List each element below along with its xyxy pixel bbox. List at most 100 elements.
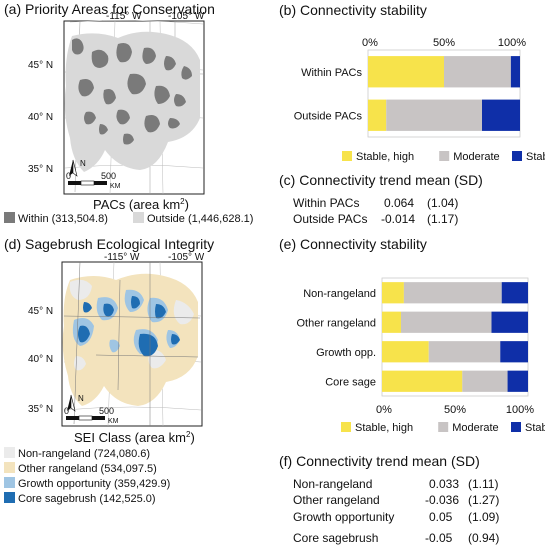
svg-text:0: 0 [64,406,69,416]
svg-text:0: 0 [66,171,71,181]
trend-row-mean: 0.05 [429,510,453,524]
legend-label: Stable, high [355,422,413,434]
legend-label: Moderate [452,422,498,434]
trend-row-label: Core sagebrush [293,531,378,545]
x-tick-label: 50% [433,37,455,49]
category-label: Other rangeland [297,317,377,329]
chart-b: (b) Connectivity stability 0% 50% 100% Withi… [279,2,545,163]
x-tick-label: 0% [376,404,392,416]
sei-lon-tick: -115° W [104,252,140,263]
legend-label: Stable, high [356,151,414,163]
trend-row-sd: (1.04) [427,196,458,210]
sei-scale-bar: 0 500 KM [64,406,119,425]
trend-row-sd: (0.94) [468,531,499,545]
bar-segment [400,311,492,333]
bar-segment [510,56,520,88]
sei-legend-swatch [4,492,15,503]
svg-text:N: N [80,159,86,168]
x-tick-label: 0% [362,37,378,49]
chart-title: (e) Connectivity stability [279,236,427,252]
x-tick-label: 100% [498,37,526,49]
x-tick-label: 100% [506,404,534,416]
bar-segment [491,311,528,333]
bar-segment [386,99,482,131]
trend-row-mean: -0.014 [381,212,415,226]
bar-segment [382,370,463,392]
pac-lat-tick: 35° N [28,164,53,175]
bar-segment [500,341,528,363]
bar-segment [368,56,444,88]
sei-legend-title: SEI Class (area km2) [74,430,195,445]
category-label: Non-rangeland [303,288,376,300]
bar-segment [368,99,387,131]
svg-text:500: 500 [101,171,116,181]
pac-lon-tick: -105° W [168,11,205,22]
svg-text:500: 500 [99,406,114,416]
sei-lat-tick: 40° N [28,354,53,365]
sei-lat-tick: 35° N [28,404,53,415]
legend-swatch [512,151,522,161]
legend-swatch [439,151,450,161]
pac-legend-title: PACs (area km2) [93,197,189,212]
sei-legend-label: Core sagebrush (142,525.0) [18,493,156,505]
sei-map: -115° W -105° W 45° N 40° N 35° N N 0 50… [28,252,205,427]
pac-north-arrow: N [69,159,86,177]
pac-lon-tick: -115° W [106,11,142,22]
pac-lat-tick: 45° N [28,60,53,71]
sei-map-state-lines [63,261,201,426]
x-tick-label: 50% [444,404,466,416]
sei-legend-label: Non-rangeland (724,080.6) [18,448,150,460]
svg-text:KM: KM [108,418,119,425]
chart-title: (b) Connectivity stability [279,2,427,18]
pac-map: -115° W -105° W 45° N 40° N 35° N N 0 50… [28,11,205,195]
pac-legend-within-swatch [4,212,15,223]
bar-segment [444,56,511,88]
legend-swatch [438,422,449,432]
svg-text:KM: KM [110,183,121,190]
bar-segment [428,341,501,363]
panel-a-title: (a) Priority Areas for Conservation [4,1,215,17]
category-label: Outside PACs [294,110,363,122]
trend-row-label: Within PACs [293,196,359,210]
trend-row-mean: -0.05 [425,531,453,545]
pac-within-patches [72,38,192,145]
sei-legend: Non-rangeland (724,080.6) Other rangelan… [4,447,170,505]
legend-label: Stable, low [526,151,545,163]
legend-swatch [511,422,521,432]
panel-c-title: (c) Connectivity trend mean (SD) [279,172,483,188]
category-label: Within PACs [301,67,362,79]
trend-row-label: Non-rangeland [293,477,372,491]
pac-legend-outside-label: Outside (1,446,628.1) [147,213,253,225]
sei-core-patches [78,296,180,357]
sei-north-arrow: N [67,394,84,412]
bar-segment [382,282,404,304]
trend-row-sd: (1.11) [468,477,498,491]
trend-row-mean: 0.064 [384,196,414,210]
legend-label: Moderate [453,151,499,163]
bar-segment [382,311,401,333]
trend-row-label: Other rangeland [293,493,380,507]
trend-row-label: Outside PACs [293,212,367,226]
sei-legend-swatch [4,477,15,488]
category-label: Growth opp. [316,347,376,359]
bar-segment [482,99,520,131]
bar-segment [382,341,429,363]
sei-non-rangeland-patches [69,279,194,371]
trend-row-sd: (1.27) [468,493,499,507]
category-label: Core sage [325,376,376,388]
svg-text:N: N [78,394,84,403]
chart-e: (e) Connectivity stability 0% 50% 100% Non-r… [279,236,545,434]
pac-legend-within-label: Within (313,504.8) [18,213,108,225]
pac-legend-outside-swatch [133,212,144,223]
panel-f-title: (f) Connectivity trend mean (SD) [279,453,480,469]
sei-legend-swatch [4,447,15,458]
sei-legend-label: Growth opportunity (359,429.9) [18,478,170,490]
pac-scale-bar: 0 500 KM [66,171,121,190]
trend-row-mean: 0.033 [429,477,459,491]
panel-d-title: (d) Sagebrush Ecological Integrity [4,236,214,252]
legend-swatch [341,422,351,432]
legend-label: Stable, low [525,422,545,434]
trend-row-sd: (1.09) [468,510,499,524]
legend-swatch [342,151,352,161]
